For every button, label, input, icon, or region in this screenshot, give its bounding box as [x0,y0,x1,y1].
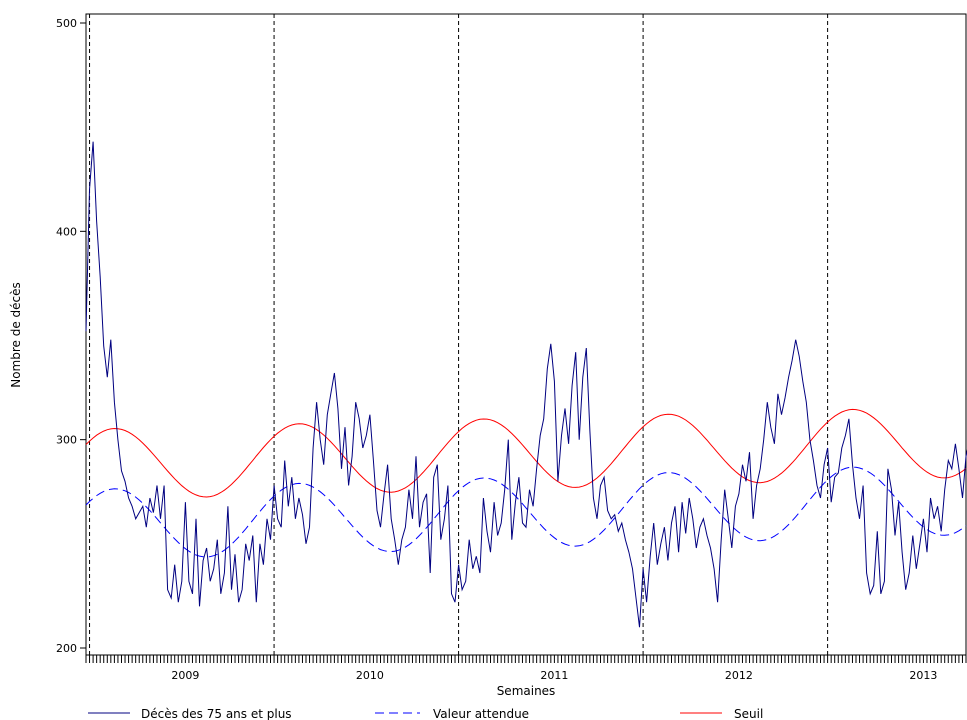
x-tick-label-2012: 2012 [725,669,753,682]
x-axis: 2009 2010 2011 2012 2013 [85,655,967,682]
series-line-1 [85,466,967,558]
y-axis: 200 300 400 500 [56,17,86,655]
y-tick-label-500: 500 [56,17,77,30]
x-tick-label-2013: 2013 [909,669,937,682]
x-axis-title: Semaines [497,684,556,698]
x-tick-label-2010: 2010 [356,669,384,682]
x-tick-label-2011: 2011 [540,669,568,682]
series-line-0 [85,141,967,628]
legend-label-seuil: Seuil [734,707,763,720]
series-line-2 [85,408,967,498]
plot-frame [85,13,967,656]
y-axis-title: Nombre de décès [9,282,23,388]
legend: Décès des 75 ans et plus Valeur attendue… [88,707,763,720]
legend-label-valeur-attendue: Valeur attendue [433,707,529,720]
legend-item-seuil: Seuil [680,707,763,720]
x-tick-label-2009: 2009 [171,669,199,682]
legend-item-valeur-attendue: Valeur attendue [375,707,529,720]
y-tick-label-400: 400 [56,225,77,238]
series-layer [85,141,967,628]
legend-label-deces: Décès des 75 ans et plus [141,707,292,720]
legend-item-deces: Décès des 75 ans et plus [88,707,292,720]
y-tick-label-200: 200 [56,642,77,655]
y-tick-label-300: 300 [56,434,77,447]
year-separators [89,14,829,655]
